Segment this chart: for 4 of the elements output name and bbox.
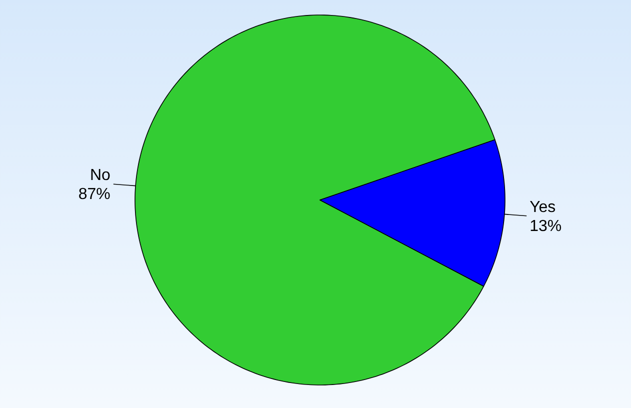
slice-label: Yes — [530, 198, 556, 216]
data-label: 87% — [78, 186, 110, 204]
slice-label: No — [90, 167, 111, 184]
data-label: 13% — [530, 218, 562, 235]
